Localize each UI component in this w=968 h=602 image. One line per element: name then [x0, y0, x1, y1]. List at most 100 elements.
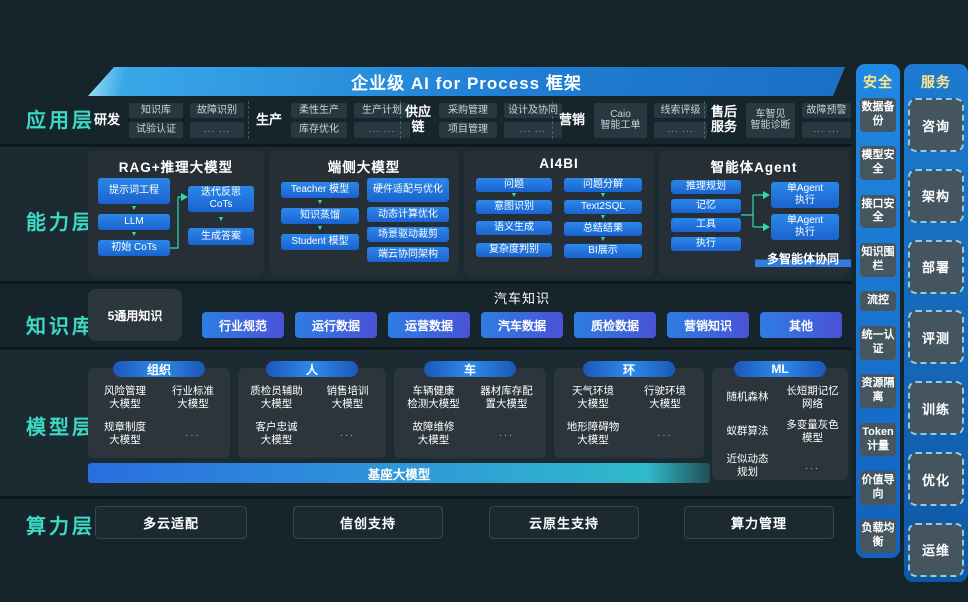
- service-item: 咨询: [908, 98, 964, 152]
- general-knowledge-box: 5通用知识: [88, 289, 182, 341]
- knowledge-chip: 营销知识: [667, 312, 749, 338]
- security-items: 数据备份 模型安全 接口安全 知识围栏 流控 统一认证 资源隔离 Token计量…: [860, 98, 896, 553]
- agent-component: 工具: [671, 218, 741, 232]
- capability-item: 端云协同架构: [367, 247, 449, 262]
- model-grid: 天气环境 大模型 行驶环境 大模型 地形障碍物 大模型 ...: [554, 368, 704, 450]
- app-chip: 库存优化: [291, 122, 347, 138]
- security-item: Token计量: [860, 422, 896, 457]
- flow-step: 问题分解: [564, 178, 642, 192]
- ai4bi-left-flow: 问题 ▼ 意图识别 语义生成 复杂度判别: [476, 178, 552, 257]
- knowledge-chip: 质检数据: [574, 312, 656, 338]
- base-model-bar: 基座大模型: [88, 463, 710, 483]
- security-item: 知识围栏: [860, 243, 896, 277]
- flow-step: 复杂度判别: [476, 243, 552, 257]
- service-panel: 服务 咨询 架构 部署 评测 训练 优化 运维: [904, 64, 968, 582]
- service-panel-title: 服务: [921, 74, 951, 90]
- model-item: 风险管理 大模型: [104, 385, 146, 410]
- app-chip: 故障预警: [802, 102, 851, 118]
- band-separator: [0, 144, 852, 147]
- arrow-down-icon: ▼: [599, 214, 607, 221]
- model-item-more: ...: [805, 459, 820, 472]
- framework-title: 企业级 AI for Process 框架: [351, 74, 582, 93]
- arrow-down-icon: ▼: [130, 205, 138, 212]
- service-item: 部署: [908, 239, 964, 294]
- flow-step: 提示词工程: [98, 178, 170, 204]
- model-item: 天气环境 大模型: [572, 385, 614, 410]
- flow-step: BI展示: [564, 244, 642, 258]
- model-grid: 质检员辅助 大模型 销售培训 大模型 客户忠诚 大模型 ...: [238, 368, 386, 450]
- flow-step: 问题: [476, 178, 552, 192]
- model-item-more: ...: [657, 427, 673, 440]
- app-chip-more: ... ...: [354, 122, 410, 138]
- flow-step: 迭代反思 CoTs: [188, 186, 254, 212]
- model-item: 行业标准 大模型: [172, 385, 214, 410]
- agent-executor: 单Agent 执行: [771, 182, 839, 208]
- multi-agent-label: 多智能体协同: [755, 250, 851, 267]
- model-item: 规章制度 大模型: [104, 421, 146, 446]
- ai4bi-box: AI4BI 问题 ▼ 意图识别 语义生成 复杂度判别 问题分解 ▼ Text2S…: [464, 150, 654, 276]
- agent-component: 执行: [671, 237, 741, 251]
- flow-step: 生成答案: [188, 228, 254, 245]
- group-divider: [552, 101, 553, 139]
- flow-step: 知识蒸馏: [281, 208, 359, 224]
- ai4bi-right-flow: 问题分解 ▼ Text2SQL ▼ 总结结果 ▼ BI展示: [564, 178, 642, 258]
- model-item: 客户忠诚 大模型: [255, 421, 298, 446]
- box-title: AI4BI: [539, 156, 579, 171]
- security-item: 模型安全: [860, 146, 896, 180]
- app-chip: 生产计划: [354, 102, 410, 118]
- flow-step: LLM: [98, 214, 170, 230]
- model-item: 随机森林: [726, 391, 769, 404]
- security-panel-title: 安全: [863, 74, 893, 90]
- group-divider: [248, 101, 249, 139]
- model-item: 车辆健康 检测大模型: [407, 385, 460, 410]
- model-item: 蚁群算法: [726, 425, 769, 438]
- model-group-environment: 天气环境 大模型 行驶环境 大模型 地形障碍物 大模型 ...: [554, 368, 704, 458]
- arrow-down-icon: ▼: [599, 192, 607, 199]
- model-item: 近似动态 规划: [726, 453, 769, 478]
- app-chip-grid: 知识库 故障识别 试验认证 ... ...: [129, 102, 244, 138]
- capability-item: 硬件适配与优化: [367, 178, 449, 202]
- service-item: 评测: [908, 310, 964, 365]
- flow-connector: [741, 191, 770, 231]
- model-group-pill: 组织: [113, 361, 205, 377]
- agent-component: 记忆: [671, 199, 741, 213]
- app-group-name: 营销: [558, 111, 585, 127]
- band-separator: [0, 496, 852, 499]
- app-group-marketing: 营销 Caio 智能工单 线索评级 ... ...: [557, 98, 707, 142]
- app-group-supply-chain: 供应链 采购管理 设计及协同 项目管理 ... ...: [404, 98, 562, 142]
- app-chip: 项目管理: [439, 122, 497, 138]
- rag-right-flow: 迭代反思 CoTs ▼ 生成答案: [188, 186, 254, 245]
- model-item: 长短期记忆 网络: [786, 385, 839, 410]
- model-group-pill: 车: [424, 361, 516, 377]
- group-divider: [400, 101, 401, 139]
- compute-item: 云原生支持: [489, 506, 639, 539]
- model-group-pill: 环: [583, 361, 675, 377]
- model-item: 质检员辅助 大模型: [250, 385, 303, 410]
- model-group-pill: 人: [266, 361, 358, 377]
- app-chip-more: ... ...: [190, 122, 244, 138]
- service-item: 训练: [908, 381, 964, 436]
- capability-item: 场景驱动裁剪: [367, 227, 449, 242]
- capability-item: 动态计算优化: [367, 207, 449, 222]
- app-chip-more: ... ...: [654, 122, 707, 138]
- model-item-more: ...: [340, 427, 355, 440]
- edge-model-box: 端侧大模型 Teacher 模型 ▼ 知识蒸馏 ▼ Student 模型 硬件适…: [269, 150, 459, 276]
- layer-label-capability: 能力层: [26, 212, 95, 234]
- app-chip: 车智见 智能诊断: [746, 102, 795, 138]
- model-item: 多变量灰色 模型: [786, 419, 839, 444]
- app-group-after-sales: 售后服务 车智见 智能诊断 故障预警 ... ...: [709, 98, 851, 142]
- arrow-down-icon: ▼: [599, 236, 607, 243]
- app-group-name: 售后服务: [710, 104, 737, 134]
- security-item: 资源隔离: [860, 374, 896, 408]
- spacer: [476, 214, 552, 221]
- rag-reasoning-box: RAG+推理大模型 提示词工程 ▼ LLM ▼ 初始 CoTs 迭代反思 CoT…: [88, 150, 264, 276]
- model-item: 故障维修 大模型: [412, 421, 455, 446]
- arrow-down-icon: ▼: [316, 225, 324, 232]
- edge-right-items: 硬件适配与优化 动态计算优化 场景驱动裁剪 端云协同架构: [367, 178, 449, 262]
- security-panel: 安全 数据备份 模型安全 接口安全 知识围栏 流控 统一认证 资源隔离 Toke…: [856, 64, 900, 558]
- agent-executor: 单Agent 执行: [771, 214, 839, 240]
- model-group-pill: ML: [734, 361, 826, 377]
- security-item: 负载均衡: [860, 519, 896, 553]
- layer-label-model: 模型层: [26, 417, 95, 439]
